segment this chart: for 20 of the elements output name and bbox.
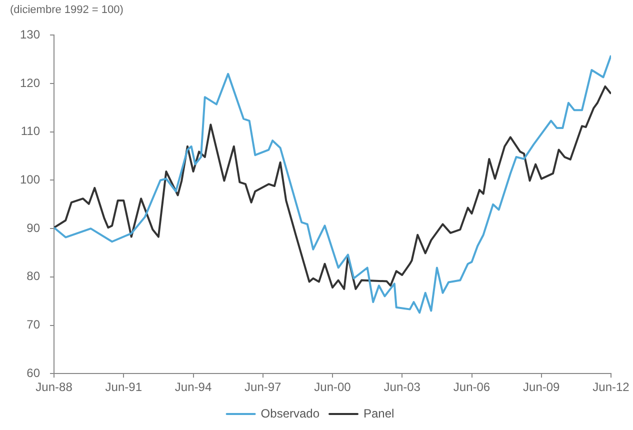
y-tick-label: 100 bbox=[20, 172, 40, 187]
y-tick-label: 110 bbox=[20, 124, 40, 138]
x-tick-label: Jun-94 bbox=[174, 380, 212, 394]
x-tick-label: Jun-91 bbox=[105, 380, 142, 394]
y-tick-label: 130 bbox=[20, 28, 40, 42]
legend-label: Observado bbox=[260, 406, 320, 420]
y-tick-label: 90 bbox=[26, 220, 40, 235]
x-tick-label: Jun-00 bbox=[314, 380, 352, 394]
y-tick-label: 120 bbox=[20, 76, 40, 90]
x-tick-label: Jun-88 bbox=[36, 380, 73, 394]
x-tick-label: Jun-06 bbox=[453, 380, 490, 394]
y-tick-label: 80 bbox=[26, 269, 40, 284]
x-tick-label: Jun-12 bbox=[592, 380, 630, 394]
x-tick-label: Jun-09 bbox=[523, 380, 560, 394]
y-tick-label: 70 bbox=[26, 318, 40, 332]
y-tick-label: 60 bbox=[26, 366, 40, 380]
y-axis-title: (diciembre 1992 = 100) bbox=[10, 4, 124, 16]
legend-label: Panel bbox=[364, 406, 394, 420]
x-tick-label: Jun-03 bbox=[384, 380, 421, 394]
x-tick-label: Jun-97 bbox=[244, 380, 282, 394]
